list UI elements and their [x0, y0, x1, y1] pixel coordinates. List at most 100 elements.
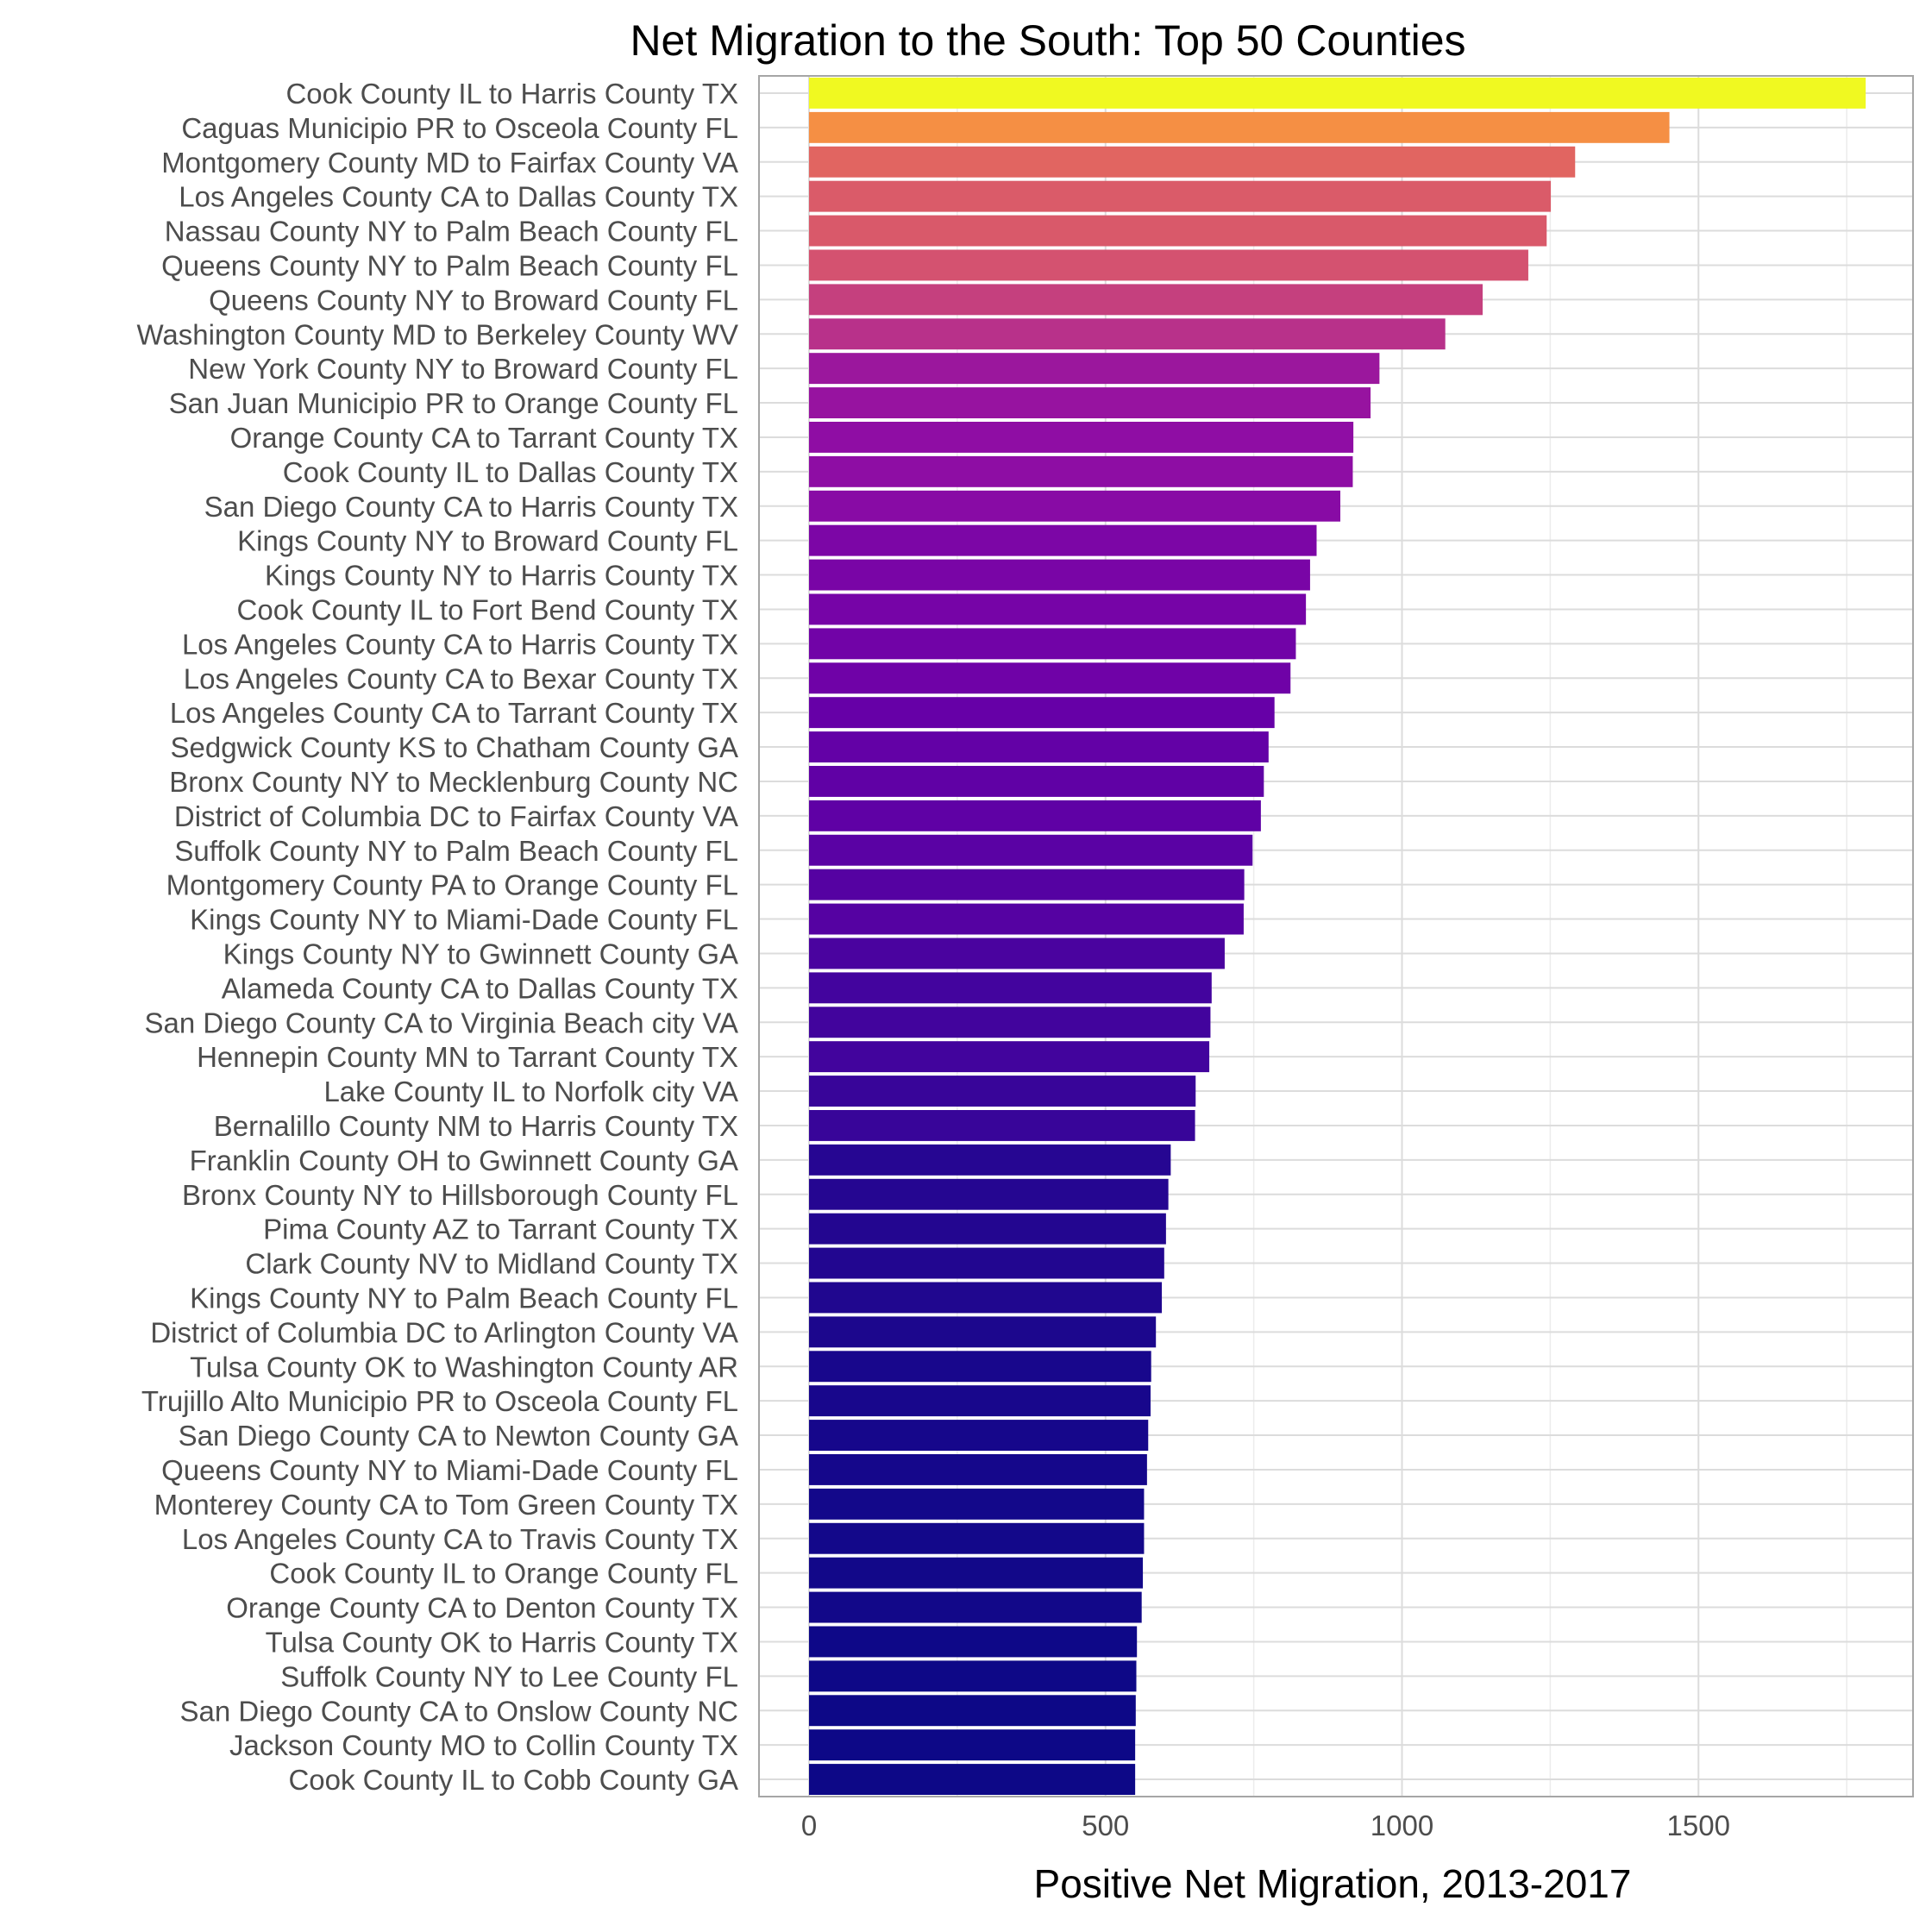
y-tick-label: Suffolk County NY to Palm Beach County F…	[174, 835, 738, 867]
bar	[809, 1660, 1137, 1692]
bar	[809, 938, 1225, 969]
y-tick-label: Kings County NY to Gwinnett County GA	[223, 938, 738, 969]
bar	[809, 1420, 1149, 1452]
y-tick-label: Kings County NY to Palm Beach County FL	[190, 1282, 738, 1314]
bar	[809, 559, 1310, 591]
bar	[809, 731, 1269, 763]
y-tick-label: Pima County AZ to Tarrant County TX	[263, 1214, 738, 1245]
bar	[809, 455, 1353, 487]
y-tick-label: Bernalillo County NM to Harris County TX	[214, 1110, 738, 1142]
bar	[809, 387, 1371, 419]
bar	[809, 1316, 1157, 1348]
y-tick-label: Queens County NY to Palm Beach County FL	[161, 249, 738, 281]
bar	[809, 249, 1528, 281]
bar	[809, 1007, 1211, 1038]
bar	[809, 524, 1317, 556]
bar	[809, 628, 1296, 660]
y-tick-label: Montgomery County MD to Fairfax County V…	[161, 147, 738, 179]
y-tick-labels: Cook County IL to Harris County TXCaguas…	[136, 78, 738, 1796]
bar	[809, 284, 1483, 316]
y-tick-label: New York County NY to Broward County FL	[188, 353, 738, 385]
y-tick-label: Kings County NY to Broward County FL	[237, 525, 738, 557]
y-tick-label: San Juan Municipio PR to Orange County F…	[169, 387, 738, 419]
y-tick-label: Tulsa County OK to Harris County TX	[266, 1626, 738, 1658]
bar	[809, 697, 1275, 729]
y-tick-label: Cook County IL to Fort Bend County TX	[237, 593, 738, 625]
y-tick-label: Orange County CA to Denton County TX	[226, 1592, 738, 1624]
bar	[809, 1729, 1136, 1761]
y-tick-label: Suffolk County NY to Lee County FL	[280, 1660, 738, 1692]
bar	[809, 1282, 1163, 1314]
bar	[809, 972, 1212, 1004]
y-tick-label: Queens County NY to Miami-Dade County FL	[161, 1454, 738, 1486]
bar	[809, 1076, 1196, 1107]
y-tick-label: Kings County NY to Miami-Dade County FL	[190, 904, 738, 936]
y-tick-label: Orange County CA to Tarrant County TX	[230, 422, 738, 454]
y-tick-label: Alameda County CA to Dallas County TX	[222, 972, 738, 1004]
bar	[809, 146, 1576, 178]
y-tick-label: Montgomery County PA to Orange County FL	[166, 869, 738, 901]
y-tick-label: Franklin County OH to Gwinnett County GA	[190, 1145, 738, 1176]
bar	[809, 1522, 1145, 1554]
bar	[809, 834, 1253, 866]
bars	[809, 77, 1866, 1796]
bar	[809, 662, 1291, 694]
y-tick-label: Hennepin County MN to Tarrant County TX	[197, 1041, 738, 1073]
bar	[809, 1453, 1147, 1485]
bar	[809, 1351, 1151, 1383]
y-tick-label: Sedgwick County KS to Chatham County GA	[171, 731, 739, 763]
y-tick-label: Lake County IL to Norfolk city VA	[323, 1076, 738, 1107]
bar	[809, 318, 1446, 350]
bar	[809, 593, 1307, 625]
x-tick-label: 500	[1082, 1810, 1129, 1841]
y-tick-label: Jackson County MO to Collin County TX	[229, 1729, 738, 1761]
bar	[809, 490, 1340, 522]
bar	[809, 1247, 1164, 1279]
bar	[809, 1041, 1210, 1073]
y-tick-label: Washington County MD to Berkeley County …	[136, 318, 738, 350]
y-tick-label: District of Columbia DC to Arlington Cou…	[150, 1316, 738, 1348]
bar	[809, 800, 1261, 831]
y-tick-label: Caguas Municipio PR to Osceola County FL	[181, 112, 738, 144]
chart-title: Net Migration to the South: Top 50 Count…	[630, 16, 1465, 65]
y-tick-label: Los Angeles County CA to Dallas County T…	[179, 181, 738, 213]
y-tick-label: Tulsa County OK to Washington County AR	[190, 1351, 738, 1383]
bar	[809, 869, 1245, 900]
y-tick-label: San Diego County CA to Harris County TX	[204, 491, 738, 523]
x-tick-label: 0	[801, 1810, 817, 1841]
y-tick-label: Clark County NV to Midland County TX	[245, 1248, 738, 1280]
y-tick-label: District of Columbia DC to Fairfax Count…	[174, 800, 738, 832]
y-tick-label: Trujillo Alto Municipio PR to Osceola Co…	[141, 1385, 738, 1417]
y-tick-label: Los Angeles County CA to Travis County T…	[182, 1523, 738, 1555]
bar	[809, 353, 1380, 385]
y-tick-label: Los Angeles County CA to Tarrant County …	[170, 697, 738, 729]
bar	[809, 1488, 1145, 1520]
bar	[809, 111, 1670, 143]
bar	[809, 1695, 1136, 1727]
x-tick-label: 1500	[1667, 1810, 1730, 1841]
bar	[809, 180, 1552, 212]
bar	[809, 77, 1866, 109]
bar	[809, 765, 1264, 797]
y-tick-label: San Diego County CA to Newton County GA	[179, 1420, 738, 1452]
bar	[809, 1178, 1169, 1210]
y-tick-label: Los Angeles County CA to Bexar County TX	[184, 662, 738, 694]
y-tick-label: Cook County IL to Cobb County GA	[288, 1764, 738, 1796]
y-tick-label: San Diego County CA to Onslow County NC	[180, 1695, 738, 1727]
bar	[809, 1109, 1195, 1141]
bar	[809, 1213, 1166, 1245]
y-tick-label: Kings County NY to Harris County TX	[265, 560, 738, 592]
bar	[809, 1144, 1171, 1176]
bar	[809, 1764, 1136, 1796]
y-tick-label: Cook County IL to Harris County TX	[285, 78, 738, 110]
x-axis-label: Positive Net Migration, 2013-2017	[1034, 1861, 1632, 1906]
bar	[809, 421, 1354, 453]
bar	[809, 215, 1547, 247]
panel-border	[758, 75, 1914, 1797]
y-tick-label: Cook County IL to Dallas County TX	[283, 456, 738, 488]
y-tick-label: Los Angeles County CA to Harris County T…	[182, 628, 738, 660]
x-tick-labels: 0 500 1000 1500	[801, 1810, 1730, 1841]
bar	[809, 1591, 1142, 1623]
y-tick-label: Bronx County NY to Mecklenburg County NC	[169, 766, 738, 798]
